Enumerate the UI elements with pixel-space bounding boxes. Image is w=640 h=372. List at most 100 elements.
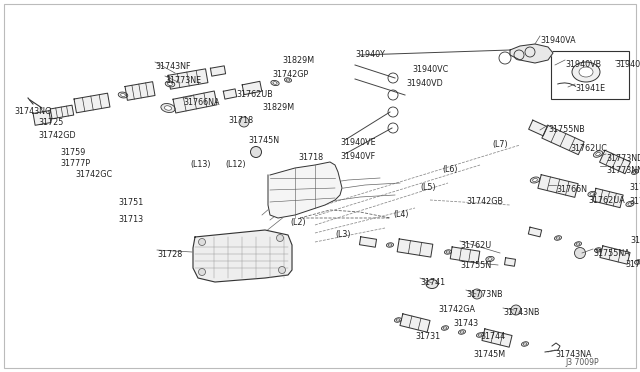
Circle shape bbox=[276, 234, 284, 241]
Ellipse shape bbox=[388, 244, 392, 246]
Circle shape bbox=[575, 247, 586, 259]
FancyBboxPatch shape bbox=[551, 51, 629, 99]
Text: 31777P: 31777P bbox=[60, 159, 90, 168]
Text: 31940VD: 31940VD bbox=[406, 79, 443, 88]
Text: 31773NN: 31773NN bbox=[606, 166, 640, 175]
Text: 31940Y: 31940Y bbox=[355, 50, 385, 59]
Text: (L4): (L4) bbox=[393, 210, 408, 219]
Polygon shape bbox=[268, 162, 342, 218]
Polygon shape bbox=[211, 66, 225, 76]
Ellipse shape bbox=[271, 80, 279, 86]
Polygon shape bbox=[33, 111, 51, 125]
Text: 31725: 31725 bbox=[38, 118, 63, 127]
Ellipse shape bbox=[588, 191, 596, 197]
Polygon shape bbox=[223, 89, 237, 99]
Ellipse shape bbox=[394, 318, 401, 322]
Text: 31713: 31713 bbox=[118, 215, 143, 224]
Text: 31773NC: 31773NC bbox=[630, 236, 640, 245]
Text: (L2): (L2) bbox=[290, 218, 306, 227]
Polygon shape bbox=[450, 247, 480, 263]
Ellipse shape bbox=[444, 250, 452, 254]
Text: 31728: 31728 bbox=[157, 250, 182, 259]
Polygon shape bbox=[542, 125, 584, 155]
Text: 31829M: 31829M bbox=[282, 56, 314, 65]
Text: 31742GC: 31742GC bbox=[75, 170, 112, 179]
Ellipse shape bbox=[476, 333, 484, 337]
Text: J3 7009P: J3 7009P bbox=[565, 358, 598, 367]
Ellipse shape bbox=[120, 93, 125, 96]
Circle shape bbox=[472, 289, 482, 299]
Ellipse shape bbox=[161, 103, 175, 112]
Ellipse shape bbox=[632, 170, 638, 174]
Polygon shape bbox=[74, 93, 110, 113]
Text: (L3): (L3) bbox=[335, 230, 351, 239]
Ellipse shape bbox=[396, 319, 400, 321]
Ellipse shape bbox=[446, 251, 450, 253]
Text: 31773NB: 31773NB bbox=[466, 290, 502, 299]
Text: 31766N: 31766N bbox=[556, 185, 587, 194]
Ellipse shape bbox=[556, 237, 560, 239]
Ellipse shape bbox=[460, 331, 464, 333]
Polygon shape bbox=[482, 329, 512, 347]
Ellipse shape bbox=[426, 279, 438, 289]
Ellipse shape bbox=[164, 106, 172, 110]
Text: 31773NE: 31773NE bbox=[165, 76, 201, 85]
Polygon shape bbox=[168, 69, 208, 89]
Text: 31745M: 31745M bbox=[473, 350, 505, 359]
Text: 31940VE: 31940VE bbox=[340, 138, 376, 147]
Ellipse shape bbox=[286, 79, 290, 81]
Circle shape bbox=[250, 147, 262, 157]
Ellipse shape bbox=[387, 243, 394, 247]
Text: (L13): (L13) bbox=[190, 160, 211, 169]
Text: 31742GD: 31742GD bbox=[38, 131, 76, 140]
Ellipse shape bbox=[554, 236, 561, 240]
Polygon shape bbox=[360, 237, 376, 247]
Text: 31940VA: 31940VA bbox=[540, 36, 575, 45]
Ellipse shape bbox=[596, 249, 600, 251]
Text: 31829M: 31829M bbox=[262, 103, 294, 112]
Ellipse shape bbox=[576, 243, 580, 245]
Text: 31731: 31731 bbox=[415, 332, 440, 341]
Ellipse shape bbox=[524, 343, 527, 345]
Text: 31743ND: 31743ND bbox=[629, 197, 640, 206]
Ellipse shape bbox=[273, 82, 277, 84]
Text: 31766NA: 31766NA bbox=[183, 98, 220, 107]
Text: 31755NA: 31755NA bbox=[593, 249, 630, 258]
Ellipse shape bbox=[572, 62, 600, 82]
Polygon shape bbox=[600, 150, 630, 174]
Ellipse shape bbox=[626, 201, 634, 206]
Polygon shape bbox=[529, 120, 547, 136]
Circle shape bbox=[239, 117, 249, 127]
Ellipse shape bbox=[531, 177, 540, 183]
Polygon shape bbox=[600, 246, 630, 264]
Text: 31743NE: 31743NE bbox=[629, 183, 640, 192]
Polygon shape bbox=[193, 230, 292, 282]
Text: 31743NB: 31743NB bbox=[503, 308, 540, 317]
Polygon shape bbox=[593, 188, 623, 208]
Ellipse shape bbox=[636, 261, 640, 263]
Text: 31743NC: 31743NC bbox=[625, 260, 640, 269]
Text: 31742GB: 31742GB bbox=[466, 197, 503, 206]
Ellipse shape bbox=[478, 334, 482, 336]
Text: 31773ND: 31773ND bbox=[606, 154, 640, 163]
Text: 31751: 31751 bbox=[118, 198, 143, 207]
Text: 31743NF: 31743NF bbox=[155, 62, 191, 71]
Ellipse shape bbox=[628, 203, 632, 205]
Text: 31762UB: 31762UB bbox=[236, 90, 273, 99]
Text: 31940VB: 31940VB bbox=[565, 60, 601, 69]
Text: 31741: 31741 bbox=[420, 278, 445, 287]
Polygon shape bbox=[504, 258, 515, 266]
Ellipse shape bbox=[595, 248, 602, 252]
Text: 31940VC: 31940VC bbox=[412, 65, 448, 74]
Polygon shape bbox=[538, 175, 578, 197]
Text: 31742GA: 31742GA bbox=[438, 305, 475, 314]
Text: 31762UA: 31762UA bbox=[588, 196, 625, 205]
Polygon shape bbox=[400, 314, 430, 332]
Ellipse shape bbox=[118, 92, 128, 98]
Text: 31762UC: 31762UC bbox=[570, 144, 607, 153]
Text: 31755N: 31755N bbox=[460, 261, 492, 270]
Text: 31940N: 31940N bbox=[615, 60, 640, 69]
Polygon shape bbox=[510, 44, 553, 63]
Polygon shape bbox=[397, 239, 433, 257]
Ellipse shape bbox=[488, 258, 492, 260]
